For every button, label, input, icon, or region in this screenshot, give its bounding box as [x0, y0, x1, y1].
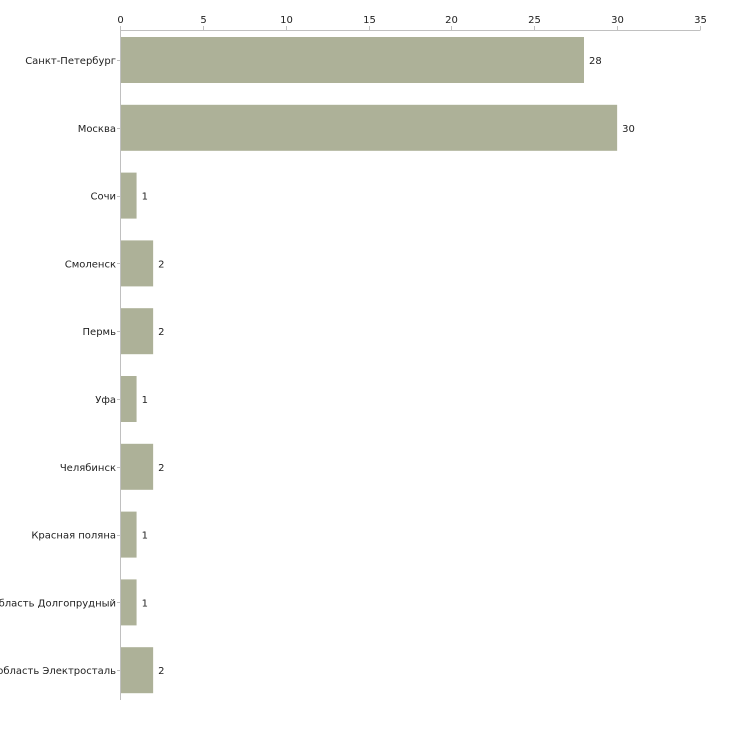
bars — [121, 37, 618, 694]
value-labels: 28 30 1 2 2 1 2 1 1 2 — [142, 56, 635, 677]
x-tick-label: 25 — [528, 15, 541, 26]
bar — [121, 579, 137, 626]
x-tick-label: 0 — [117, 15, 123, 26]
x-axis: 0 5 10 15 20 25 30 35 — [117, 15, 707, 31]
category-label: Челябинск — [60, 463, 116, 474]
x-tick-label: 5 — [200, 15, 206, 26]
x-tick-label: 15 — [363, 15, 376, 26]
category-label: Красная поляна — [31, 531, 116, 542]
category-label: Сочи — [90, 192, 116, 203]
bar — [121, 308, 154, 355]
y-axis — [117, 30, 121, 700]
data-label: 1 — [142, 598, 148, 609]
data-label: 2 — [158, 666, 164, 677]
x-tick-label: 35 — [694, 15, 707, 26]
data-label: 30 — [622, 124, 635, 135]
data-label: 2 — [158, 463, 164, 474]
category-label: область Электросталь — [0, 666, 116, 677]
category-label: Смоленск — [65, 259, 116, 270]
bar — [121, 511, 137, 558]
data-label: 1 — [142, 192, 148, 203]
category-label: Пермь — [83, 327, 117, 338]
data-label: 1 — [142, 531, 148, 542]
category-label: Уфа — [95, 395, 116, 406]
bar — [121, 647, 154, 694]
category-labels: Санкт-Петербург Москва Сочи Смоленск Пермь Уф… — [0, 56, 116, 677]
x-tick-label: 20 — [445, 15, 458, 26]
bar — [121, 172, 137, 219]
bar — [121, 443, 154, 490]
category-label: Москва — [78, 124, 116, 135]
x-tick-label: 10 — [280, 15, 293, 26]
bar — [121, 240, 154, 287]
bar — [121, 37, 584, 83]
data-label: 2 — [158, 259, 164, 270]
data-label: 28 — [589, 56, 602, 67]
category-label: область Долгопрудный — [0, 598, 116, 609]
bar — [121, 104, 618, 151]
bar — [121, 376, 137, 422]
x-tick-label: 30 — [611, 15, 624, 26]
data-label: 2 — [158, 327, 164, 338]
category-label: Санкт-Петербург — [25, 56, 116, 67]
data-label: 1 — [142, 395, 148, 406]
